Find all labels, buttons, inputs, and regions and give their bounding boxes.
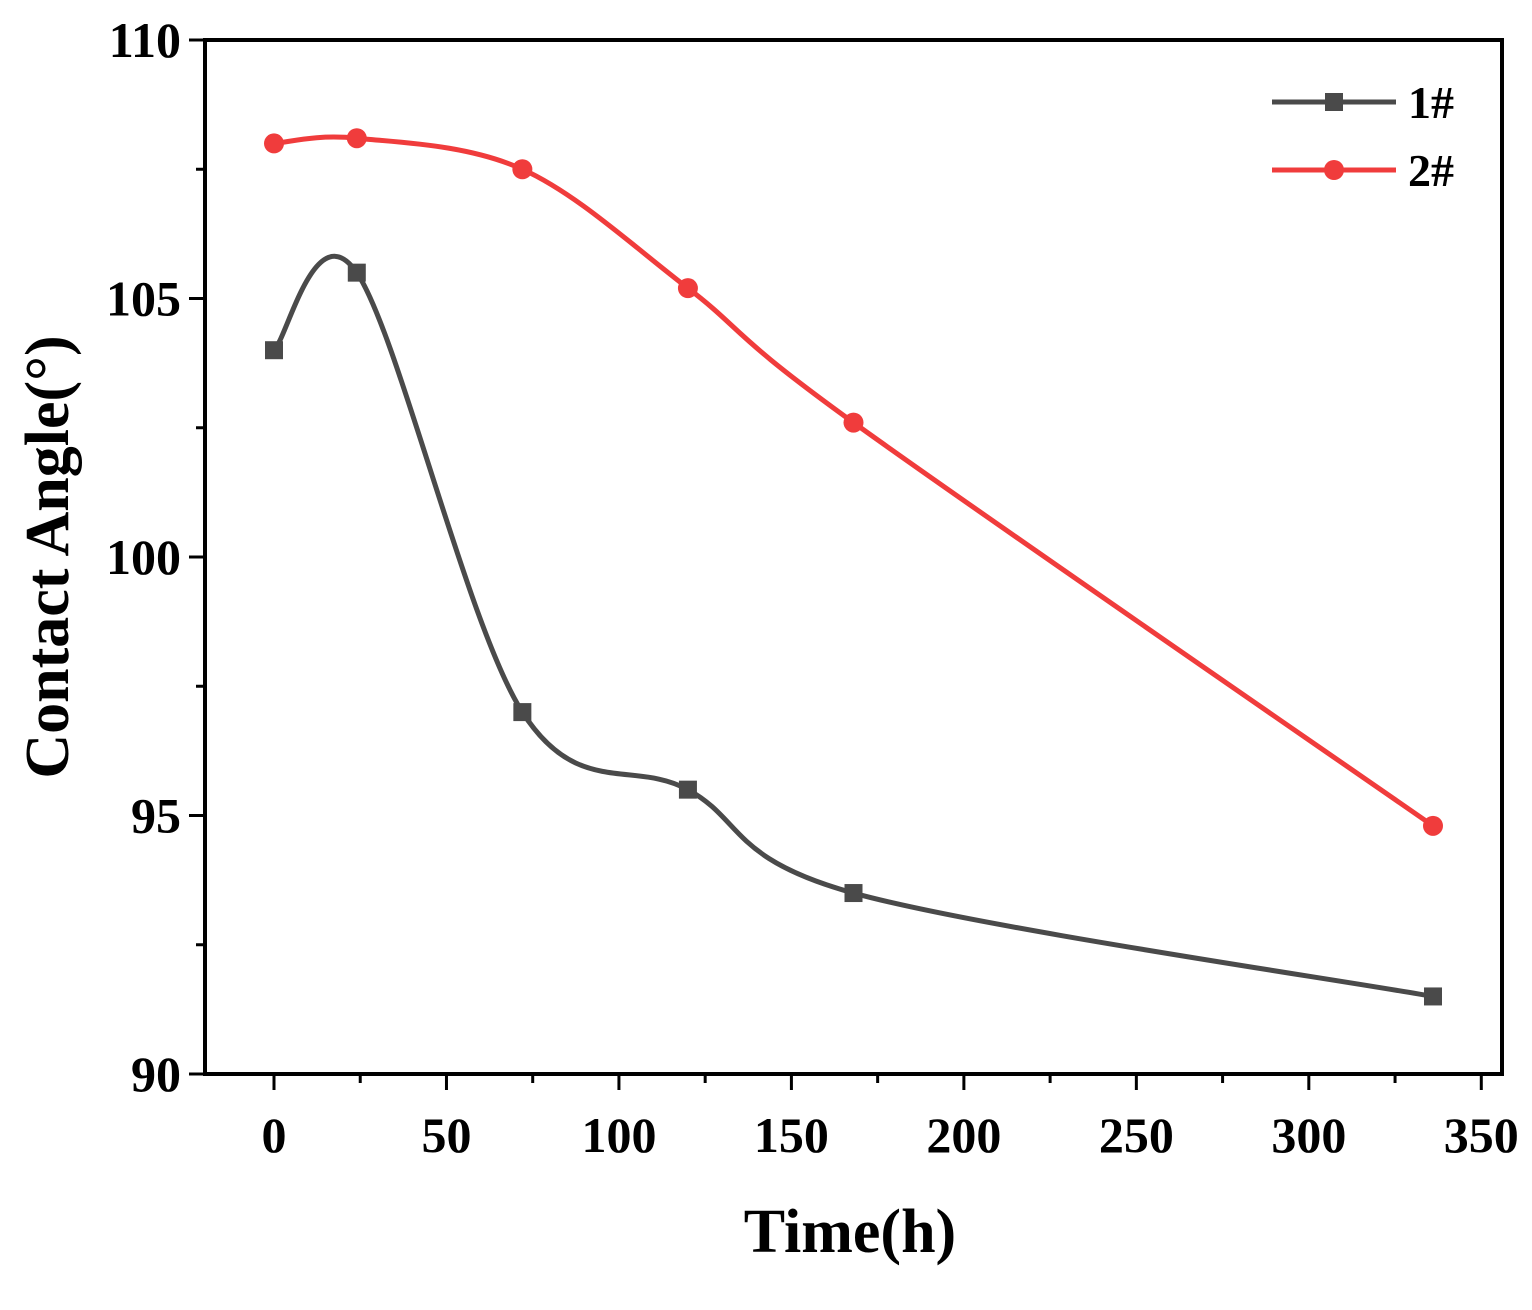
x-tick-label: 250 xyxy=(1099,1107,1174,1163)
plot-frame xyxy=(203,38,1504,1076)
plot-lines xyxy=(272,134,1435,999)
x-tick-label: 350 xyxy=(1444,1107,1519,1163)
legend-label-1: 1# xyxy=(1408,77,1454,128)
series-line-2 xyxy=(273,134,1435,828)
x-tick-label: 200 xyxy=(926,1107,1001,1163)
data-point-series-2 xyxy=(677,278,698,299)
data-point-series-1 xyxy=(678,780,697,799)
x-axis-title: Time(h) xyxy=(744,1198,956,1266)
data-point-series-1 xyxy=(347,263,366,282)
y-axis-ticks: 90 95 100 105 110 xyxy=(106,12,205,1102)
y-tick-label: 100 xyxy=(106,529,181,585)
y-tick-label: 110 xyxy=(109,12,181,68)
data-point-series-2 xyxy=(512,159,533,180)
y-tick-label: 95 xyxy=(131,788,181,844)
legend-marker-1 xyxy=(1325,93,1343,111)
data-point-series-1 xyxy=(265,341,283,360)
data-point-series-1 xyxy=(844,884,863,903)
data-point-series-2 xyxy=(843,412,864,433)
x-tick-label: 150 xyxy=(754,1107,829,1163)
y-axis-title: Contact Angle(°) xyxy=(14,335,82,778)
y-tick-label: 90 xyxy=(131,1046,181,1102)
legend: 1#2# xyxy=(1272,77,1454,196)
x-tick-label: 0 xyxy=(262,1107,287,1163)
data-point-series-1 xyxy=(513,703,532,722)
legend-label-2: 2# xyxy=(1408,145,1454,196)
legend-marker-2 xyxy=(1324,160,1344,180)
x-tick-label: 100 xyxy=(581,1107,656,1163)
data-point-series-2 xyxy=(264,133,284,154)
data-point-series-2 xyxy=(1423,815,1443,836)
x-axis-ticks: 0 50 100 150 200 250 300 350 xyxy=(262,1074,1519,1163)
plot-markers xyxy=(264,128,1443,1006)
x-tick-label: 300 xyxy=(1271,1107,1346,1163)
x-tick-label: 50 xyxy=(421,1107,471,1163)
data-point-series-2 xyxy=(346,128,367,149)
y-tick-label: 105 xyxy=(106,271,181,327)
data-point-series-1 xyxy=(1424,987,1442,1006)
